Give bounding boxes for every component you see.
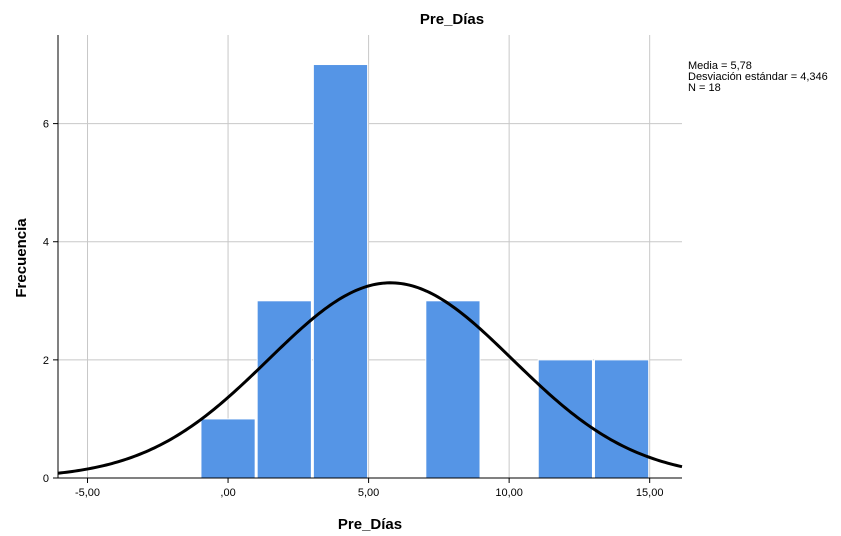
stats-box: Media = 5,78 Desviación estándar = 4,346… bbox=[688, 60, 828, 94]
x-tick-label: ,00 bbox=[220, 487, 235, 499]
x-tick-label: 10,00 bbox=[495, 487, 523, 499]
stats-n: N = 18 bbox=[688, 82, 721, 94]
y-tick-label: 2 bbox=[43, 355, 49, 367]
y-tick-labels: 0 2 4 6 bbox=[43, 119, 58, 485]
chart-title: Pre_Días bbox=[420, 11, 484, 28]
y-tick-label: 4 bbox=[43, 237, 49, 249]
x-tick-labels: -5,00 ,00 5,00 10,00 15,00 bbox=[75, 478, 663, 499]
x-axis-title: Pre_Días bbox=[338, 516, 402, 533]
histogram-bar bbox=[256, 300, 312, 479]
histogram-bar bbox=[312, 64, 369, 479]
histogram-bar bbox=[425, 300, 481, 479]
x-tick-label: 5,00 bbox=[358, 487, 379, 499]
x-tick-label: 15,00 bbox=[636, 487, 664, 499]
histogram-bar bbox=[593, 359, 650, 479]
stats-mean: Media = 5,78 bbox=[688, 60, 752, 72]
y-tick-label: 6 bbox=[43, 119, 49, 131]
histogram-bar bbox=[200, 418, 256, 479]
y-tick-label: 0 bbox=[43, 473, 49, 485]
stats-std-dev: Desviación estándar = 4,346 bbox=[688, 71, 828, 83]
x-tick-label: -5,00 bbox=[75, 487, 100, 499]
grid-lines bbox=[58, 35, 682, 478]
histogram-bars bbox=[200, 64, 650, 479]
normal-curve bbox=[57, 281, 683, 475]
histogram-bar bbox=[537, 359, 593, 479]
y-axis-title: Frecuencia bbox=[13, 218, 30, 298]
axes bbox=[57, 35, 682, 479]
